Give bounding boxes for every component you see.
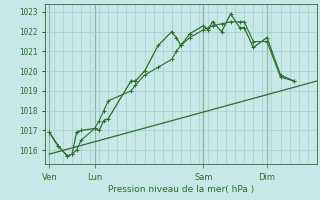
X-axis label: Pression niveau de la mer( hPa ): Pression niveau de la mer( hPa ) — [108, 185, 254, 194]
